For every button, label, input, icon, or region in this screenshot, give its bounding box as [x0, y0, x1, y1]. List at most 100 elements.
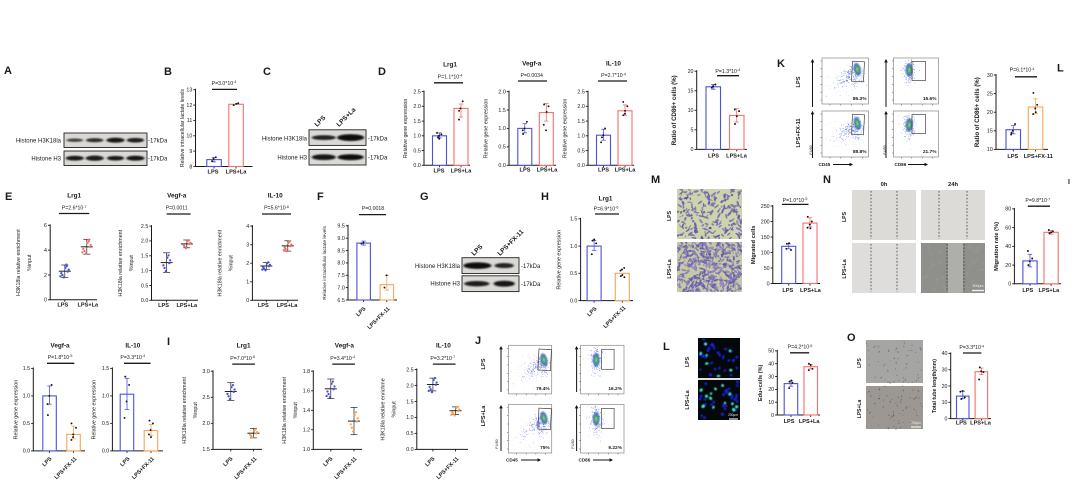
svg-text:IL-10: IL-10: [436, 343, 451, 350]
svg-text:Relative gene expression: Relative gene expression: [563, 99, 569, 159]
svg-text:D: D: [378, 66, 386, 78]
svg-text:%input: %input: [391, 401, 397, 418]
svg-text:-17kDa: -17kDa: [148, 157, 168, 163]
svg-text:10: 10: [186, 134, 192, 140]
svg-text:60: 60: [1005, 225, 1011, 231]
svg-text:F: F: [317, 191, 324, 203]
svg-text:-17kDa: -17kDa: [521, 282, 541, 288]
svg-text:LPS+La: LPS+La: [970, 421, 992, 427]
svg-text:P=0.0034: P=0.0034: [521, 73, 543, 79]
svg-text:Ratio of CD86+ cells (%): Ratio of CD86+ cells (%): [974, 77, 981, 147]
svg-text:2.0: 2.0: [498, 89, 505, 95]
svg-text:CD86: CD86: [895, 162, 907, 167]
svg-text:P=7.0*10-6: P=7.0*10-6: [230, 355, 255, 362]
svg-text:0: 0: [691, 147, 694, 153]
svg-text:40: 40: [942, 351, 948, 357]
svg-text:0.0: 0.0: [102, 449, 109, 455]
svg-text:LPS: LPS: [784, 419, 795, 425]
svg-text:0.0: 0.0: [498, 163, 505, 169]
svg-text:B: B: [164, 66, 172, 78]
svg-text:LPS: LPS: [258, 303, 269, 309]
svg-text:LPS+La: LPS+La: [226, 170, 248, 176]
svg-text:I: I: [1068, 179, 1070, 186]
svg-text:200: 200: [761, 219, 770, 225]
svg-text:-17kDa: -17kDa: [368, 156, 388, 162]
svg-text:LPS+La: LPS+La: [537, 168, 559, 174]
svg-text:0: 0: [767, 281, 770, 287]
svg-text:10: 10: [768, 400, 774, 406]
svg-text:1.2: 1.2: [303, 428, 310, 434]
svg-text:Vegf-a: Vegf-a: [167, 193, 187, 200]
svg-text:LPS+La: LPS+La: [857, 400, 863, 419]
svg-text:15: 15: [987, 129, 993, 135]
svg-text:LPS+La: LPS+La: [800, 288, 822, 294]
svg-text:P=1.8*10-5: P=1.8*10-5: [48, 354, 73, 361]
svg-text:Vegf-a: Vegf-a: [335, 343, 355, 350]
svg-text:O: O: [847, 332, 856, 344]
svg-text:Relative gene expression: Relative gene expression: [14, 380, 20, 440]
svg-text:LPS+La: LPS+La: [842, 259, 848, 278]
svg-text:8.0: 8.0: [337, 261, 344, 267]
svg-text:0.5: 0.5: [577, 148, 584, 154]
svg-text:-17kDa: -17kDa: [521, 264, 541, 270]
svg-text:LPS+La: LPS+La: [685, 390, 691, 409]
svg-text:1.5: 1.5: [406, 399, 413, 405]
svg-text:0.5: 0.5: [570, 271, 577, 277]
svg-text:LPS: LPS: [708, 154, 719, 160]
svg-text:2: 2: [246, 261, 249, 267]
svg-text:G: G: [420, 191, 429, 203]
svg-text:P=5.6*10-6: P=5.6*10-6: [264, 205, 289, 212]
svg-text:P=3.2*10-7: P=3.2*10-7: [430, 355, 455, 362]
svg-text:88.8%: 88.8%: [853, 149, 867, 155]
svg-text:LPS: LPS: [956, 421, 967, 427]
svg-text:80: 80: [1005, 207, 1011, 213]
svg-text:%input: %input: [293, 402, 299, 419]
svg-text:0.5: 0.5: [498, 145, 505, 151]
svg-text:Migrated cells: Migrated cells: [751, 225, 757, 264]
svg-text:40: 40: [1005, 244, 1011, 250]
svg-text:2.0: 2.0: [202, 421, 209, 427]
svg-text:CD86: CD86: [579, 458, 591, 463]
svg-text:F4/80: F4/80: [883, 145, 887, 154]
svg-text:0h: 0h: [881, 182, 888, 188]
svg-text:F4/80: F4/80: [571, 439, 575, 448]
svg-text:H: H: [541, 191, 549, 203]
svg-text:50: 50: [768, 349, 774, 355]
svg-text:P=3.4*10-4: P=3.4*10-4: [330, 355, 355, 362]
svg-text:P=6.1*10-4: P=6.1*10-4: [1010, 67, 1035, 74]
svg-text:0: 0: [771, 413, 774, 419]
svg-text:P=1.1*10-4: P=1.1*10-4: [438, 74, 463, 81]
svg-text:CD45: CD45: [819, 162, 831, 167]
svg-text:12: 12: [186, 103, 192, 109]
svg-text:Relative gene expression: Relative gene expression: [484, 99, 490, 159]
svg-text:16.2%: 16.2%: [608, 386, 622, 392]
svg-text:200μm: 200μm: [911, 421, 921, 425]
svg-text:1.0: 1.0: [141, 268, 148, 274]
svg-text:LPS: LPS: [434, 168, 445, 174]
svg-text:Edu+cells (%): Edu+cells (%): [758, 365, 764, 402]
svg-text:Histone H3: Histone H3: [277, 156, 307, 162]
svg-text:M: M: [651, 174, 660, 186]
svg-text:3.0: 3.0: [202, 369, 209, 375]
svg-text:A: A: [4, 65, 12, 77]
svg-text:Histone H3: Histone H3: [31, 157, 61, 163]
svg-text:2.0: 2.0: [413, 104, 420, 110]
svg-text:24h: 24h: [948, 182, 958, 188]
svg-text:Histone H3K18la: Histone H3K18la: [262, 137, 308, 143]
svg-text:2.5: 2.5: [413, 89, 420, 95]
svg-text:2: 2: [44, 273, 47, 279]
svg-text:P=3.0*10-4: P=3.0*10-4: [212, 80, 237, 87]
svg-text:C: C: [263, 66, 271, 78]
svg-text:11: 11: [187, 118, 193, 124]
svg-text:8.5: 8.5: [337, 248, 344, 254]
svg-text:IL-10: IL-10: [125, 343, 140, 350]
svg-text:0: 0: [44, 298, 47, 304]
svg-text:20: 20: [768, 387, 774, 393]
svg-text:0.0: 0.0: [23, 449, 30, 455]
svg-text:I: I: [167, 336, 170, 348]
svg-text:CD45: CD45: [506, 458, 518, 463]
svg-text:Histone H3K18la: Histone H3K18la: [16, 139, 62, 145]
svg-text:2.0: 2.0: [406, 383, 413, 389]
svg-text:LPS+La: LPS+La: [451, 168, 473, 174]
svg-text:LPS+La: LPS+La: [1039, 288, 1061, 294]
